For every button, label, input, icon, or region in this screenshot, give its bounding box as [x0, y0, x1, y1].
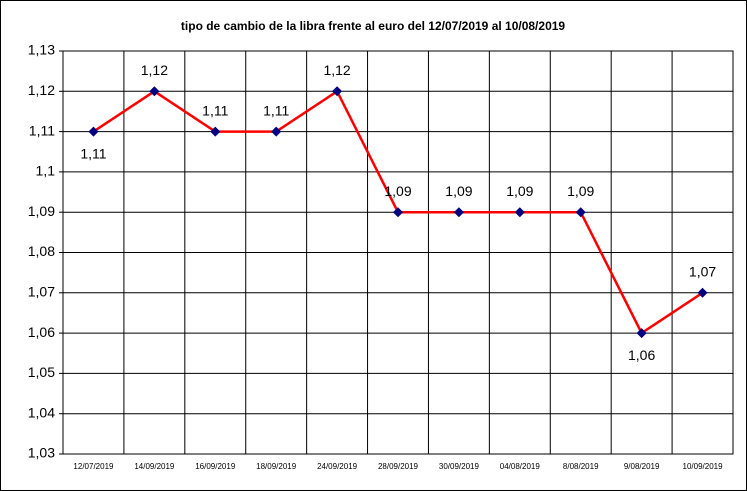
x-tick-label: 8/08/2019 — [563, 462, 599, 471]
x-tick-label: 14/09/2019 — [134, 462, 175, 471]
y-tick-label: 1,04 — [28, 404, 55, 420]
y-tick-label: 1,08 — [28, 243, 55, 259]
data-point — [393, 207, 403, 218]
x-tick-label: 18/09/2019 — [256, 462, 297, 471]
data-point — [210, 126, 221, 137]
data-point — [575, 207, 586, 218]
data-point — [332, 86, 343, 97]
data-label: 1,09 — [384, 183, 411, 199]
y-tick-label: 1,13 — [28, 42, 55, 58]
data-label: 1,11 — [202, 102, 228, 118]
data-point — [149, 86, 160, 97]
data-label: 1,06 — [628, 347, 655, 363]
x-tick-label: 9/08/2019 — [624, 462, 660, 471]
y-tick-label: 1,06 — [28, 324, 55, 340]
y-tick-label: 1,03 — [28, 445, 55, 461]
x-tick-label: 04/08/2019 — [500, 462, 541, 471]
data-label: 1,07 — [689, 264, 716, 280]
data-point — [453, 207, 464, 218]
x-tick-label: 28/09/2019 — [378, 462, 419, 471]
data-point — [636, 328, 647, 339]
data-point — [697, 287, 708, 298]
y-tick-label: 1,11 — [29, 122, 55, 138]
data-label: 1,09 — [506, 183, 533, 199]
data-point — [88, 126, 99, 137]
data-label: 1,09 — [445, 183, 472, 199]
x-tick-label: 16/09/2019 — [195, 462, 236, 471]
y-tick-label: 1,07 — [28, 284, 55, 300]
y-tick-label: 1,12 — [28, 82, 55, 98]
y-tick-label: 1,1 — [36, 163, 56, 179]
data-label: 1,12 — [323, 62, 350, 78]
data-label: 1,12 — [141, 62, 168, 78]
data-label: 1,11 — [80, 145, 106, 161]
data-label: 1,11 — [263, 102, 289, 118]
data-point — [271, 126, 282, 137]
x-tick-label: 10/09/2019 — [683, 462, 724, 471]
x-tick-label: 12/07/2019 — [73, 462, 114, 471]
y-tick-label: 1,05 — [28, 364, 55, 380]
chart-title: tipo de cambio de la libra frente al eur… — [181, 19, 566, 33]
x-tick-label: 24/09/2019 — [317, 462, 358, 471]
data-label: 1,09 — [567, 183, 594, 199]
data-point — [514, 207, 525, 218]
x-tick-label: 30/09/2019 — [439, 462, 480, 471]
y-tick-label: 1,09 — [28, 203, 55, 219]
